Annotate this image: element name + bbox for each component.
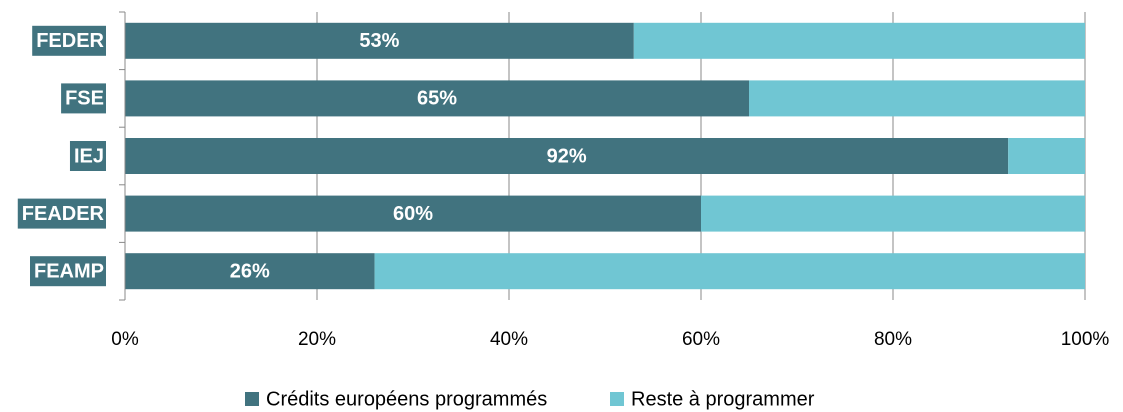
data-label: 26% xyxy=(230,260,270,282)
category-label-box xyxy=(61,83,106,114)
category-label-box xyxy=(17,198,106,229)
category-label-group: FSE xyxy=(61,83,106,114)
category-label-group: FEADER xyxy=(17,198,106,229)
category-label-group: FEAMP xyxy=(30,256,106,287)
data-label: 53% xyxy=(359,30,399,52)
y-tick-label: FEAMP xyxy=(34,260,104,282)
data-label: 65% xyxy=(417,88,457,110)
y-tick-label: FEADER xyxy=(22,203,105,225)
bar-segment xyxy=(701,195,1085,232)
category-label-box xyxy=(69,141,106,171)
y-tick-label: FSE xyxy=(65,88,104,110)
legend-label: Crédits européens programmés xyxy=(266,388,547,410)
bar-segment xyxy=(125,80,749,117)
bar-segment xyxy=(125,138,1009,174)
x-tick-label: 40% xyxy=(490,329,528,350)
category-label-group: IEJ xyxy=(69,141,106,171)
x-tick-label: 80% xyxy=(874,329,912,350)
y-tick-label: IEJ xyxy=(74,145,104,167)
x-tick-label: 0% xyxy=(111,329,139,350)
bar-segment xyxy=(633,22,1085,59)
y-tick-label: FEDER xyxy=(36,30,104,52)
legend-label: Reste à programmer xyxy=(631,388,815,410)
bar-segment xyxy=(374,253,1086,290)
category-label-box xyxy=(32,25,106,56)
x-tick-label: 100% xyxy=(1061,329,1110,350)
bar-segment xyxy=(125,253,375,290)
data-label: 92% xyxy=(547,145,587,167)
legend-swatch xyxy=(610,392,624,406)
category-label-group: FEDER xyxy=(32,25,106,56)
x-tick-label: 60% xyxy=(682,329,720,350)
bar-segment xyxy=(125,22,634,59)
x-tick-label: 20% xyxy=(298,329,336,350)
data-label: 60% xyxy=(393,203,433,225)
bar-segment xyxy=(1008,138,1085,174)
bar-segment xyxy=(125,195,701,232)
bar-segment xyxy=(749,80,1085,117)
category-label-box xyxy=(30,256,106,287)
legend-swatch xyxy=(245,392,259,406)
